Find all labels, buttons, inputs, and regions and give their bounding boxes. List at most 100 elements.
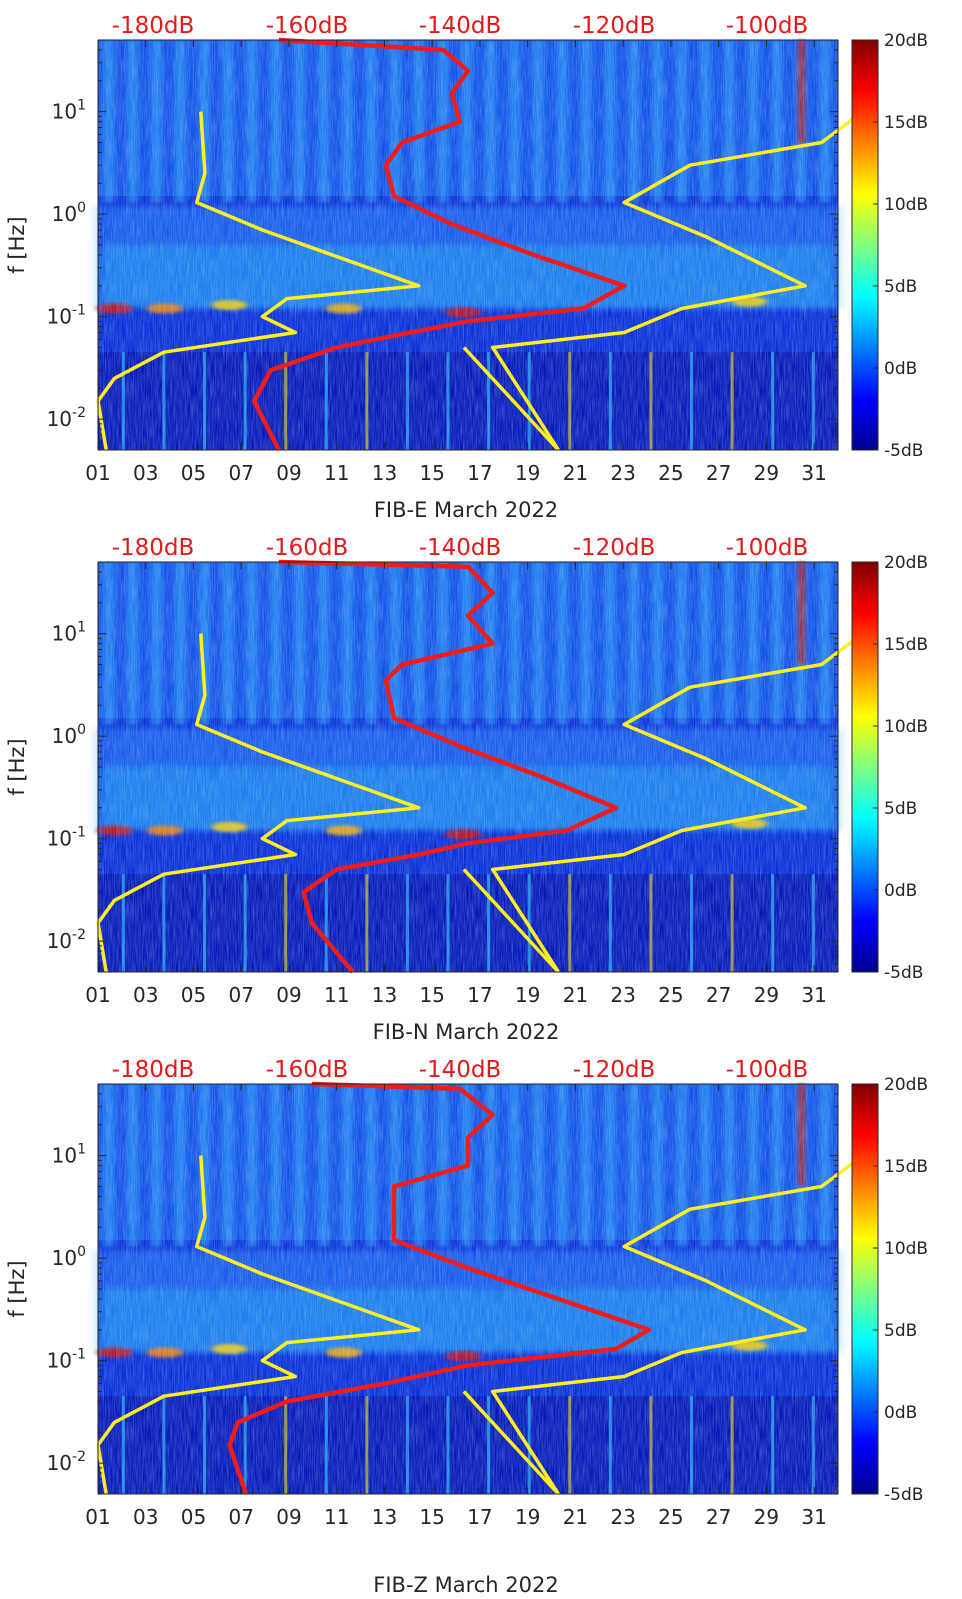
panel-fib-e: -180dB -160dB -140dB -120dB -100dB 01 03 0…: [5, 13, 928, 522]
colorbar: 20dB 15dB 10dB 5dB 0dB -5dB: [851, 553, 928, 983]
panel-fib-n: -180dB -160dB -140dB -120dB -100dB 01 03 0…: [5, 535, 928, 1044]
x-tick-label: 09: [276, 1505, 301, 1529]
overlay-curves: [96, 559, 864, 974]
y-tick-label: 100: [52, 1244, 86, 1270]
x-tick-label: 19: [515, 1505, 540, 1529]
x-tick-label: 15: [419, 983, 444, 1007]
noise-model-high-right: [490, 1154, 864, 1495]
x-tick-label: 17: [467, 461, 492, 485]
colorbar-label: 10dB: [884, 195, 928, 215]
x-tick-label: 01: [85, 461, 110, 485]
x-tick-label: 21: [563, 461, 588, 485]
top-db-label-120: -120dB: [573, 13, 656, 39]
x-tick-label: 27: [706, 1505, 731, 1529]
x-tick-label: 11: [324, 1505, 349, 1529]
noise-model-low-right-tail: [462, 346, 560, 452]
x-axis-title: FIB-N March 2022: [373, 1020, 560, 1044]
y-tick-label: 101: [52, 98, 86, 124]
x-tick-label: 21: [563, 1505, 588, 1529]
top-db-label-180: -180dB: [112, 13, 195, 39]
x-tick-label: 23: [610, 983, 635, 1007]
x-tick-label: 03: [133, 461, 158, 485]
y-tick-label: 101: [52, 1142, 86, 1168]
colorbar-label: 5dB: [884, 1321, 917, 1341]
y-tick-label: 10-2: [47, 1449, 86, 1475]
y-tick-label: 10-1: [47, 303, 86, 329]
colorbar-label: 5dB: [884, 277, 917, 297]
x-axis-title: FIB-E March 2022: [374, 498, 558, 522]
x-tick-label: 03: [133, 1505, 158, 1529]
x-tick-label: 17: [467, 1505, 492, 1529]
red-psd-curve: [278, 559, 619, 974]
colorbar: 20dB 15dB 10dB 5dB 0dB -5dB: [851, 1075, 928, 1505]
x-tick-label: 19: [515, 983, 540, 1007]
y-tick-label: 10-1: [47, 1347, 86, 1373]
x-tick-label: 29: [754, 461, 779, 485]
y-tick-label: 100: [52, 722, 86, 748]
red-psd-curve: [227, 1081, 652, 1495]
x-tick-label: 29: [754, 983, 779, 1007]
top-db-label-160: -160dB: [266, 13, 349, 39]
top-db-axis: -180dB -160dB -140dB -120dB -100dB: [112, 1057, 809, 1083]
top-db-label-100: -100dB: [726, 1057, 809, 1083]
noise-model-low-left: [96, 1155, 421, 1495]
x-tick-label: 13: [372, 983, 397, 1007]
top-db-label-180: -180dB: [112, 535, 195, 561]
x-tick-label: 05: [181, 461, 206, 485]
red-psd-curve: [251, 37, 627, 452]
noise-model-low-left: [96, 111, 421, 451]
x-tick-label: 31: [801, 983, 826, 1007]
y-axis: 101 100 10-1 10-2: [47, 39, 838, 451]
x-tick-label: 01: [85, 1505, 110, 1529]
x-tick-label: 23: [610, 1505, 635, 1529]
top-db-label-140: -140dB: [419, 535, 502, 561]
colorbar-label: 15dB: [884, 635, 928, 655]
colorbar-label: 0dB: [884, 881, 917, 901]
colorbar-label: -5dB: [884, 441, 923, 461]
x-tick-label: 19: [515, 461, 540, 485]
colorbar-label: -5dB: [884, 1485, 923, 1505]
x-tick-label: 09: [276, 461, 301, 485]
y-tick-label: 10-1: [47, 825, 86, 851]
x-tick-label: 17: [467, 983, 492, 1007]
spectrogram-heatmap: [96, 40, 838, 450]
y-axis-title: f [Hz]: [5, 1260, 29, 1317]
y-axis: 101 100 10-1 10-2: [47, 561, 838, 973]
noise-model-low-right-tail: [462, 1390, 560, 1496]
x-tick-label: 25: [658, 1505, 683, 1529]
x-axis: 01 03 05 07 09 11 13 15 17 19 21 23 25 27 29 31: [85, 1084, 827, 1529]
x-axis-title: FIB-Z March 2022: [373, 1573, 558, 1597]
colorbar-label: 10dB: [884, 717, 928, 737]
noise-model-low-right-tail: [462, 868, 560, 974]
colorbar-label: 20dB: [884, 1075, 928, 1095]
noise-model-low-left: [96, 633, 421, 973]
top-db-axis: -180dB -160dB -140dB -120dB -100dB: [112, 535, 809, 561]
x-tick-label: 29: [754, 1505, 779, 1529]
top-db-label-120: -120dB: [573, 535, 656, 561]
colorbar-gradient: [851, 1083, 879, 1495]
x-tick-label: 27: [706, 983, 731, 1007]
colorbar-label: 20dB: [884, 553, 928, 573]
x-axis: 01 03 05 07 09 11 13 15 17 19 21 23 25 27 29 31: [85, 40, 827, 485]
top-db-label-120: -120dB: [573, 1057, 656, 1083]
y-tick-label: 100: [52, 200, 86, 226]
colorbar: 20dB 15dB 10dB 5dB 0dB -5dB: [851, 31, 928, 461]
x-tick-label: 13: [372, 1505, 397, 1529]
top-db-label-160: -160dB: [266, 535, 349, 561]
x-tick-label: 07: [228, 461, 253, 485]
colorbar-label: 20dB: [884, 31, 928, 51]
x-tick-label: 23: [610, 461, 635, 485]
x-tick-label: 11: [324, 983, 349, 1007]
colorbar-label: 5dB: [884, 799, 917, 819]
x-tick-label: 01: [85, 983, 110, 1007]
x-tick-label: 27: [706, 461, 731, 485]
y-tick-label: 10-2: [47, 405, 86, 431]
top-db-label-180: -180dB: [112, 1057, 195, 1083]
x-tick-label: 31: [801, 1505, 826, 1529]
noise-model-high-right: [490, 110, 864, 451]
x-tick-label: 05: [181, 983, 206, 1007]
y-axis-title: f [Hz]: [5, 738, 29, 795]
x-tick-label: 21: [563, 983, 588, 1007]
colorbar-label: -5dB: [884, 963, 923, 983]
